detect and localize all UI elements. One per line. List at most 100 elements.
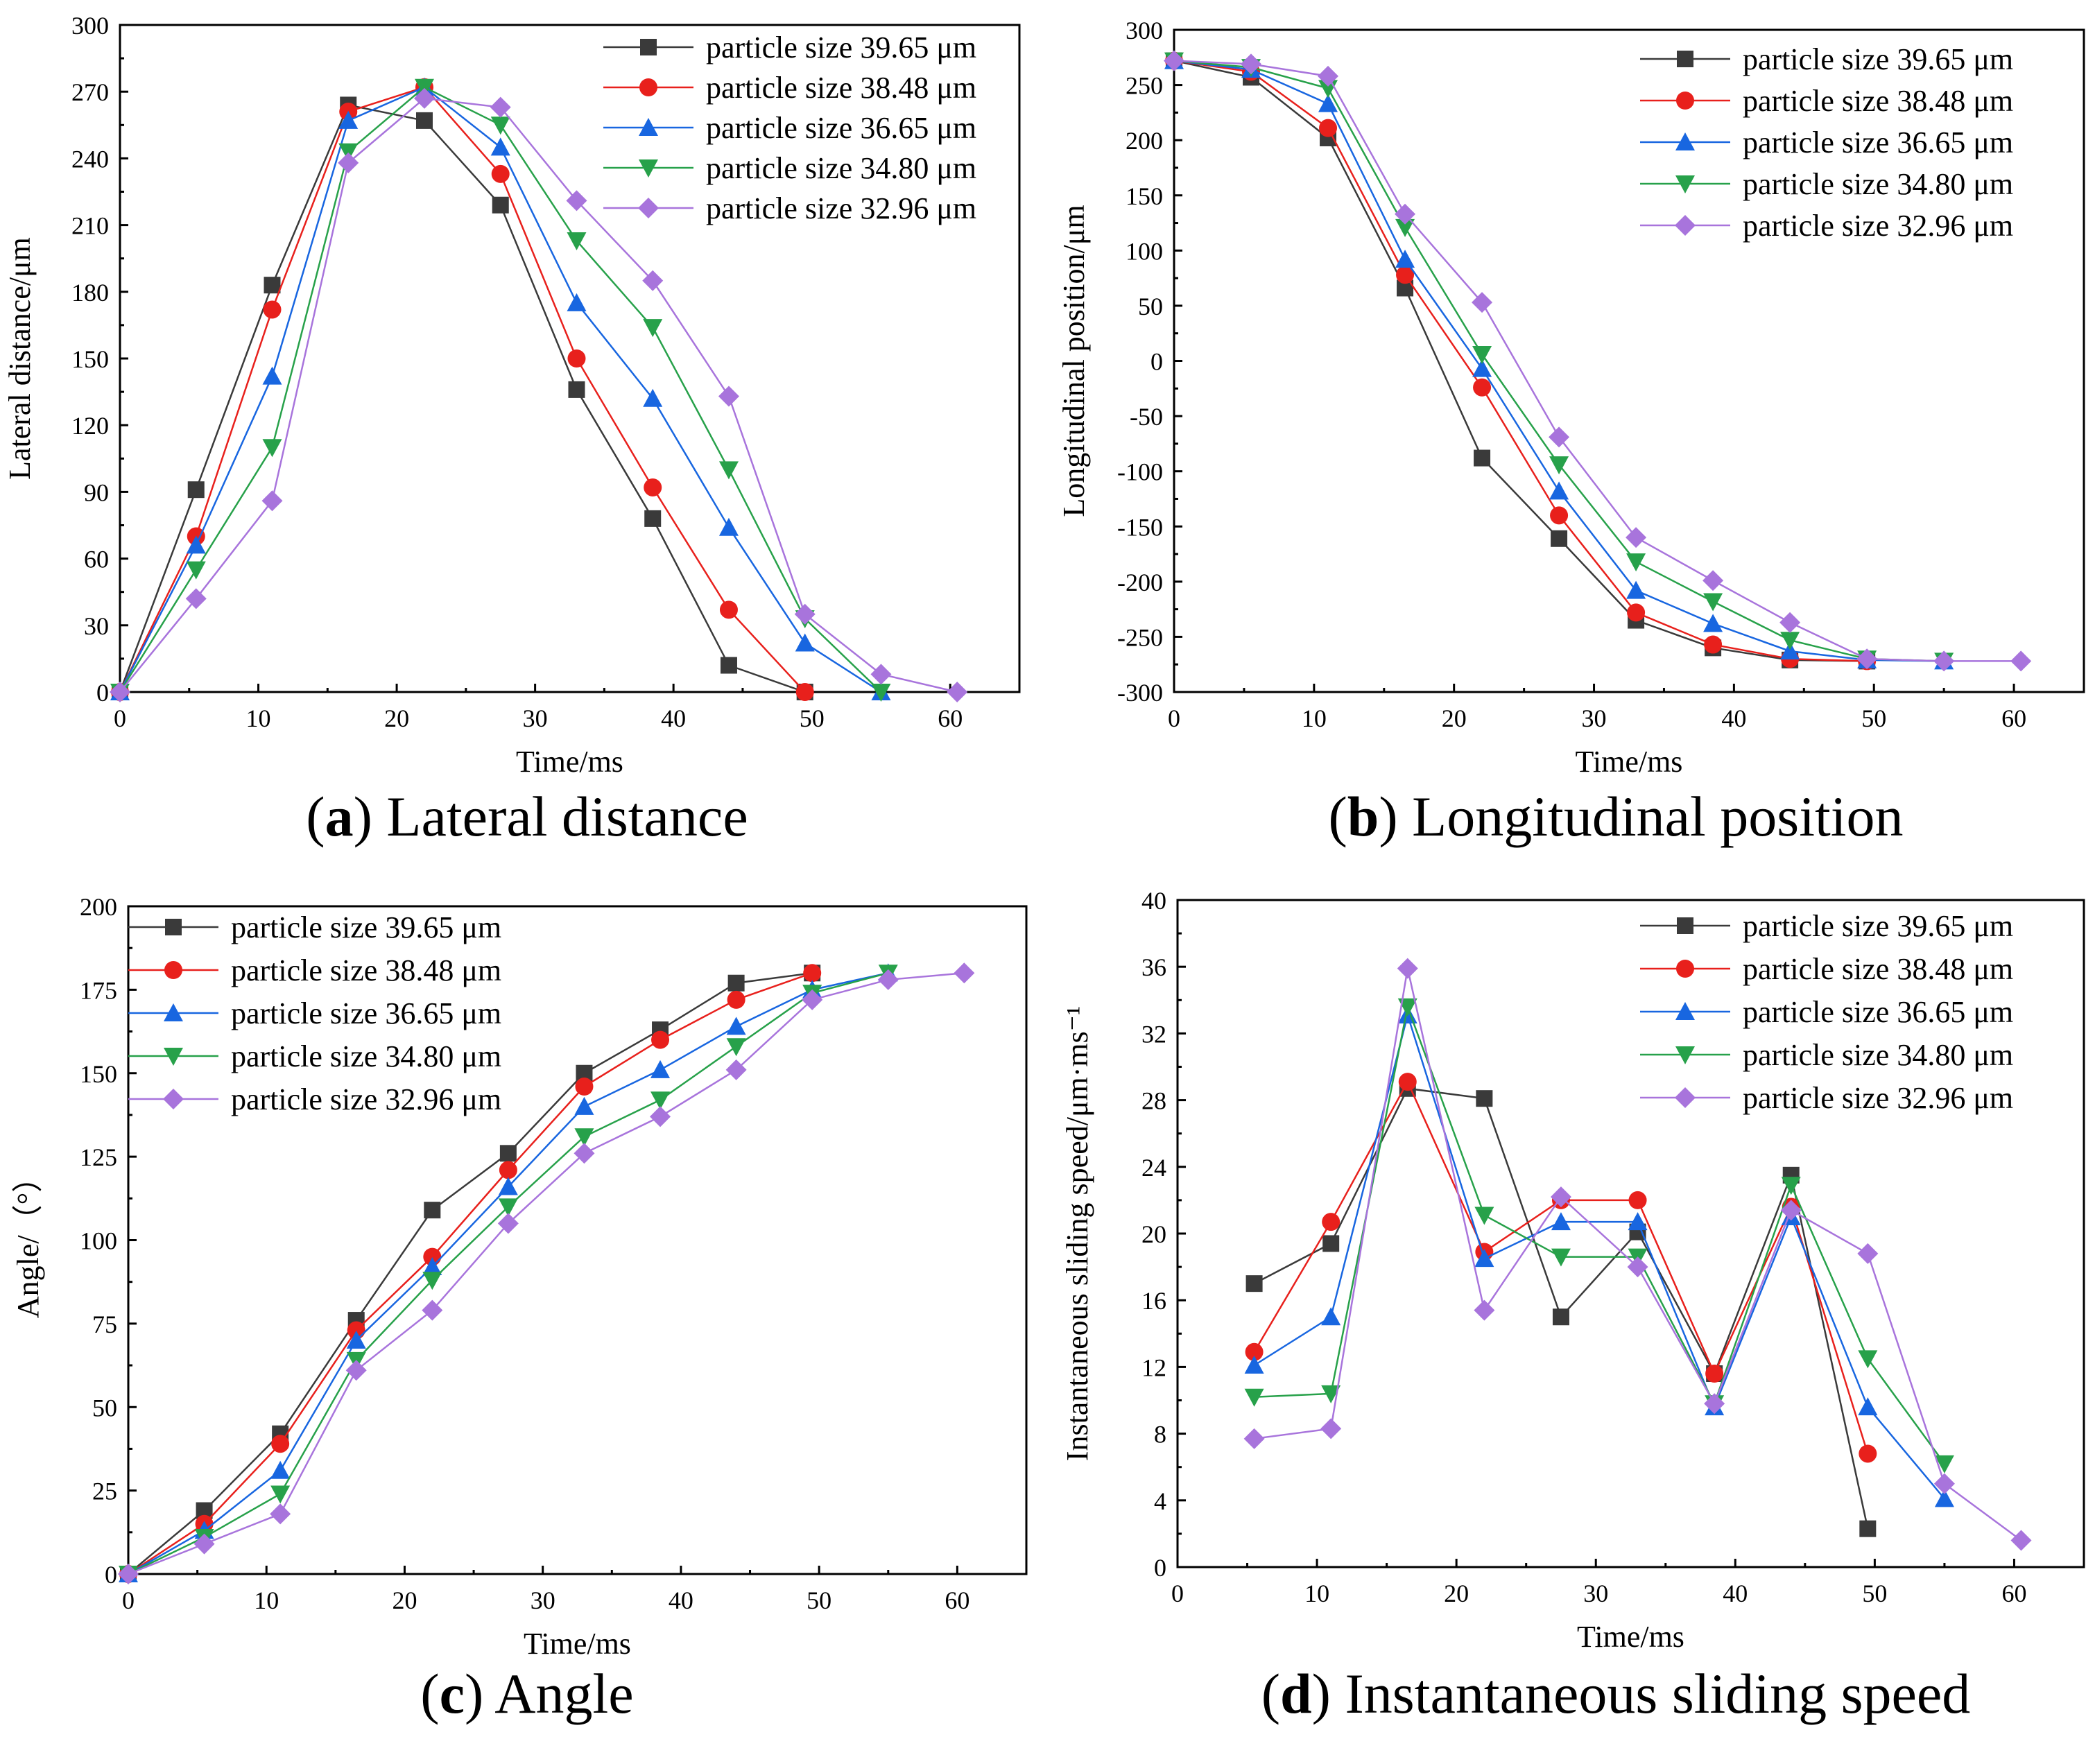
x-axis-title: Time/ms [516, 745, 623, 779]
y-tick-label: 36 [1141, 953, 1166, 981]
data-point [1321, 1307, 1341, 1326]
data-point [338, 152, 359, 173]
series-line-2 [1253, 1080, 1869, 1454]
data-point [1241, 53, 1262, 75]
y-tick-label: 200 [1126, 127, 1163, 155]
data-point [644, 510, 662, 527]
caption-letter: a [325, 785, 354, 848]
data-point [270, 1503, 291, 1525]
data-point [727, 974, 745, 992]
x-tick-label: 20 [1442, 704, 1467, 732]
y-tick-label: 90 [84, 478, 109, 506]
x-tick-label: 20 [1444, 1580, 1469, 1607]
legend-marker [164, 961, 182, 979]
x-tick-label: 30 [1583, 1580, 1608, 1607]
data-point [1781, 1177, 1801, 1195]
data-point [270, 1460, 291, 1479]
data-point [1549, 426, 1570, 448]
x-tick-label: 60 [2001, 1580, 2026, 1607]
legend-marker [1676, 92, 1694, 110]
legend-label: particle size 34.80 μm [706, 151, 976, 185]
x-axis-title: Time/ms [524, 1627, 631, 1661]
data-point [1705, 1365, 1724, 1383]
legend-marker [1675, 1046, 1695, 1064]
data-point [719, 600, 738, 619]
x-tick-label: 50 [807, 1586, 831, 1614]
data-point [1780, 641, 1800, 660]
data-point [1859, 1444, 1877, 1463]
data-point [1318, 94, 1338, 112]
data-point [725, 1059, 747, 1080]
legend-label: particle size 32.96 μm [706, 191, 976, 225]
legend-marker [1675, 215, 1696, 236]
data-point [270, 1485, 291, 1504]
data-point [491, 164, 510, 183]
data-point [2010, 1530, 2032, 1551]
panel-caption: (a) Lateral distance [306, 785, 748, 848]
data-point [1320, 1418, 1342, 1439]
y-tick-label: 120 [71, 412, 109, 440]
legend-label: particle size 34.80 μm [1743, 1038, 2013, 1072]
y-tick-label: 150 [71, 345, 109, 373]
y-tick-label: 32 [1141, 1020, 1166, 1048]
data-point [954, 962, 975, 984]
y-tick-label: 28 [1141, 1087, 1166, 1115]
series-line-2 [128, 972, 813, 1575]
x-tick-label: 50 [1862, 1580, 1887, 1607]
x-tick-label: 40 [1721, 704, 1746, 732]
data-point [263, 300, 282, 319]
y-tick-label: 20 [1141, 1220, 1166, 1248]
legend-label: particle size 32.96 μm [1743, 209, 2013, 243]
legend-marker [163, 1089, 184, 1109]
series-line-5 [119, 97, 958, 693]
x-tick-label: 60 [2001, 704, 2026, 732]
data-point [1780, 632, 1800, 650]
y-tick-label: 210 [71, 212, 109, 240]
x-tick-label: 0 [1171, 1580, 1184, 1607]
data-point [499, 1145, 517, 1162]
data-point [643, 319, 663, 338]
legend-label: particle size 38.48 μm [231, 953, 501, 987]
data-point [1397, 958, 1418, 979]
data-point [422, 1272, 442, 1290]
data-point [1704, 635, 1723, 654]
legend-label: particle size 36.65 μm [1743, 995, 2013, 1029]
panel-caption: (d) Instantaneous sliding speed [1261, 1662, 1971, 1725]
legend-marker [1675, 175, 1695, 193]
legend-label: particle size 36.65 μm [231, 996, 501, 1030]
caption-letter: d [1280, 1662, 1312, 1725]
panel-caption: (b) Longitudinal position [1328, 785, 1903, 848]
y-tick-label: -50 [1130, 403, 1163, 431]
x-axis-title: Time/ms [1577, 1620, 1684, 1654]
data-point [795, 633, 815, 652]
data-point [1321, 1385, 1341, 1403]
data-point [1164, 50, 1184, 71]
x-tick-label: 40 [1723, 1580, 1748, 1607]
data-point [1702, 570, 1724, 591]
data-point [1396, 266, 1415, 284]
legend: particle size 39.65 μm particle size 38.4… [1640, 909, 2013, 1115]
caption-text: Instantaneous sliding speed [1345, 1662, 1970, 1725]
data-point [650, 1060, 671, 1078]
data-point [1244, 1355, 1264, 1374]
data-point [1627, 603, 1646, 622]
y-tick-label: 50 [92, 1394, 117, 1421]
legend-label: particle size 34.80 μm [231, 1039, 501, 1073]
x-tick-label: 60 [938, 704, 963, 732]
data-point [1395, 203, 1416, 225]
x-tick-label: 40 [669, 1586, 693, 1614]
x-tick-label: 0 [1168, 704, 1180, 732]
legend-marker [164, 1003, 183, 1021]
data-point [264, 277, 281, 294]
data-point [1856, 648, 1878, 670]
y-tick-label: 100 [1126, 237, 1163, 265]
data-point [651, 1030, 670, 1049]
x-tick-label: 30 [523, 704, 548, 732]
legend-label: particle size 36.65 μm [1743, 126, 2013, 159]
y-tick-label: 25 [92, 1478, 117, 1505]
caption-text: Lateral distance [386, 785, 748, 848]
data-point [870, 664, 892, 685]
data-point [1858, 1350, 1878, 1369]
data-point [1245, 1342, 1264, 1361]
